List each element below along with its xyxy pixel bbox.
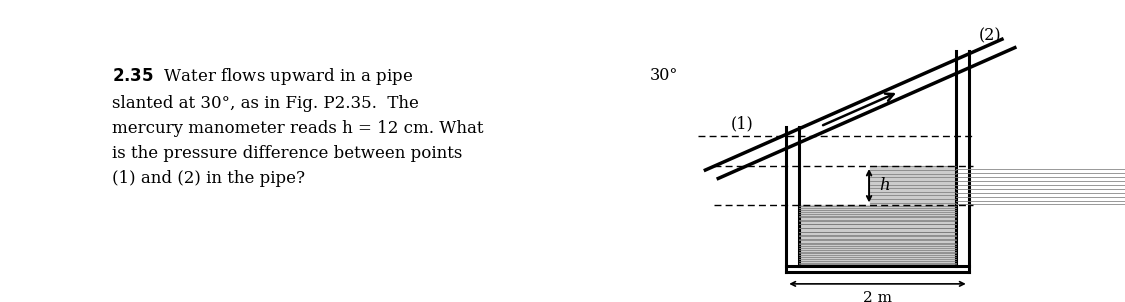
Text: $\mathbf{2.35}$  Water flows upward in a pipe
slanted at 30°, as in Fig. P2.35. : $\mathbf{2.35}$ Water flows upward in a … bbox=[112, 66, 484, 187]
Text: (1): (1) bbox=[731, 115, 754, 132]
Text: h: h bbox=[880, 177, 890, 194]
Text: 30°: 30° bbox=[649, 67, 678, 84]
Bar bbox=[799, 205, 956, 266]
Text: (2): (2) bbox=[979, 28, 1001, 45]
Text: 2 m: 2 m bbox=[863, 291, 892, 302]
